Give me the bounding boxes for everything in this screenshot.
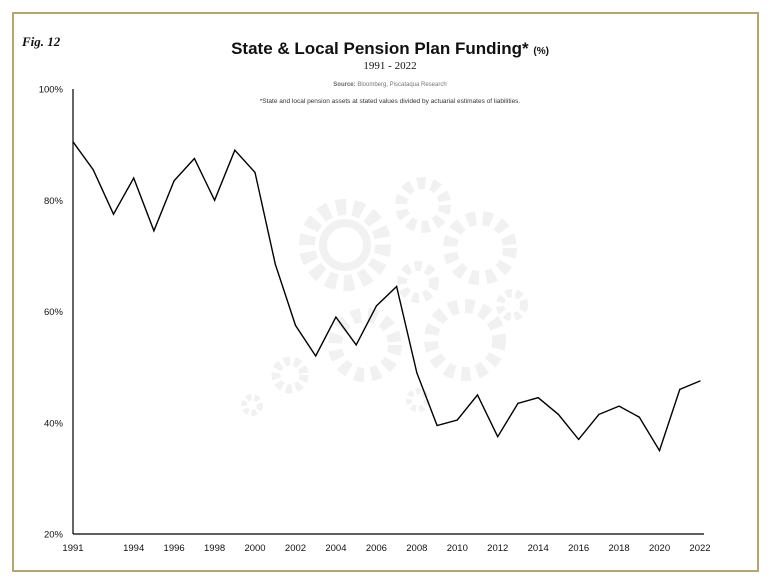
x-tick-label: 2008 [406,543,427,554]
series-point [699,380,701,382]
series-point [335,316,337,318]
x-tick-labels: 1991 1994 1996 1998 2000 2002 2004 2006 2008 2010… [62,543,710,554]
series-point [578,438,580,441]
series-point [416,372,418,374]
x-tick-label: 2014 [528,543,549,554]
chart-footnote: *State and local pension assets at state… [260,98,521,105]
series-point [112,213,115,215]
series-point [618,405,620,407]
y-tick-label: 20% [44,530,64,541]
series-point [234,149,236,151]
series-point [375,305,377,307]
source-label: Source: [333,82,355,88]
series-point [497,436,499,438]
x-tick-label: 2010 [447,543,468,554]
x-tick-label: 2004 [325,543,346,554]
series-point [193,157,195,160]
series-point [537,397,539,399]
series-line-funding [72,141,701,453]
series-point [173,180,175,182]
x-tick-label: 1998 [204,543,225,554]
y-tick-label: 40% [44,418,64,429]
series-point [476,394,479,396]
series-point [133,177,135,179]
x-tick-label: 2000 [244,543,265,554]
source-text: Bloomberg, Piscataqua Research [357,82,446,88]
series-point [92,169,94,171]
series-point [638,416,640,418]
chart-source: Source: Bloomberg, Piscataqua Research [333,82,446,88]
y-tick-label: 100% [39,85,64,96]
series-point [679,388,681,390]
x-tick-label: 2022 [689,543,710,554]
chart-title-unit: (%) [533,46,549,57]
x-tick-label: 1991 [62,543,83,554]
chart-title-group: State & Local Pension Plan Funding* (%) [231,39,549,58]
figure-frame [12,12,759,572]
chart-subtitle: 1991 - 2022 [363,60,416,72]
series-point [517,402,519,404]
x-tick-label: 2006 [366,543,387,554]
x-tick-label: 2020 [649,543,670,554]
x-tick-label: 2002 [285,543,306,554]
x-tick-label: 2016 [568,543,589,554]
series-point [557,413,560,416]
series-points [72,141,701,452]
series-point [396,285,398,288]
series-point [658,449,661,452]
chart-title: State & Local Pension Plan Funding* [231,39,529,58]
y-tick-labels: 20% 40% 60% 80% 100% [39,85,64,541]
series-point [598,413,600,416]
series-point [213,199,216,201]
y-tick-label: 80% [44,196,64,207]
series-point [294,324,297,327]
series-point [456,419,458,421]
x-tick-label: 2012 [487,543,508,554]
series-point [254,171,256,174]
series-point [274,263,276,265]
x-tick-label: 2018 [609,543,630,554]
series-point [72,141,74,143]
series-point [315,355,317,357]
series-point [436,424,438,427]
x-tick-label: 1994 [123,543,144,554]
figure-label: Fig. 12 [21,34,61,49]
series-point [355,344,357,346]
x-tick-label: 1996 [164,543,185,554]
y-tick-label: 60% [44,307,64,318]
series-point [153,230,155,232]
